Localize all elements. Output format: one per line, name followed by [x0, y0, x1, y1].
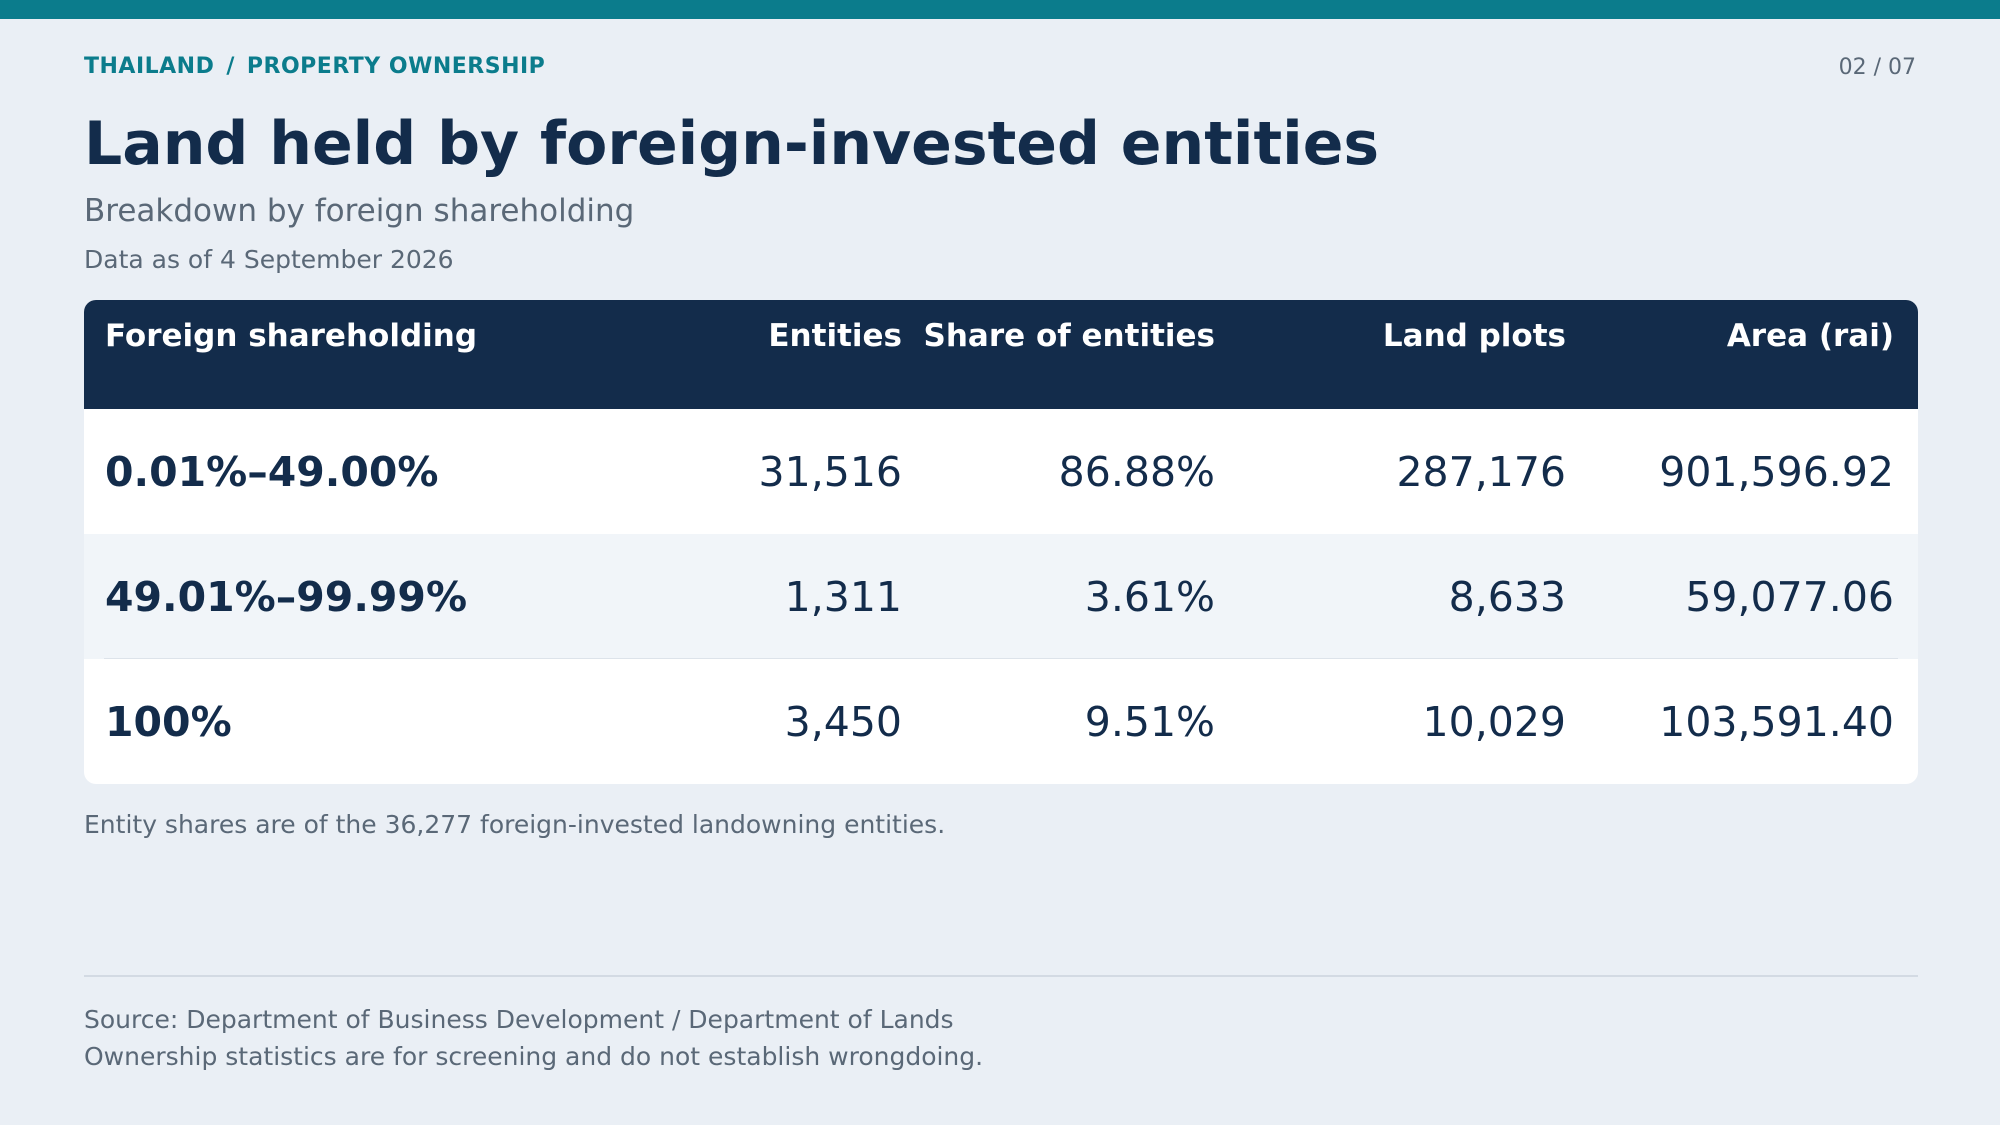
column-header-entities: Entities [768, 318, 902, 354]
data-date: Data as of 4 September 2026 [84, 245, 454, 274]
page-indicator: 02 / 07 [1838, 55, 1916, 80]
plots-cell: 8,633 [1448, 572, 1566, 621]
table-header-row: Foreign shareholding Entities Share of e… [84, 300, 1918, 409]
table-row: 0.01%–49.00% 31,516 86.88% 287,176 901,5… [84, 409, 1918, 534]
page-subtitle: Breakdown by foreign shareholding [84, 193, 635, 229]
row-label: 100% [105, 697, 232, 746]
source-line: Source: Department of Business Developme… [84, 1005, 954, 1034]
row-label: 49.01%–99.99% [105, 572, 468, 621]
table-note: Entity shares are of the 36,277 foreign-… [84, 810, 946, 839]
breadcrumb: THAILAND / PROPERTY OWNERSHIP [84, 54, 545, 79]
breadcrumb-item-topic: PROPERTY OWNERSHIP [246, 54, 546, 79]
table-row: 49.01%–99.99% 1,311 3.61% 8,633 59,077.0… [84, 534, 1918, 659]
top-accent-bar [0, 0, 2000, 19]
share-cell: 9.51% [1084, 697, 1215, 746]
breadcrumb-item-country: THAILAND [84, 54, 215, 79]
column-header-share-of-entities: Share of entities [923, 318, 1215, 354]
area-cell: 901,596.92 [1659, 447, 1894, 496]
plots-cell: 287,176 [1396, 447, 1566, 496]
page-title: Land held by foreign-invested entities [84, 109, 1380, 179]
area-cell: 103,591.40 [1659, 697, 1894, 746]
row-divider [104, 658, 1898, 659]
area-cell: 59,077.06 [1685, 572, 1894, 621]
column-header-area-rai: Area (rai) [1726, 318, 1894, 354]
column-header-land-plots: Land plots [1382, 318, 1566, 354]
row-label: 0.01%–49.00% [105, 447, 439, 496]
share-cell: 86.88% [1058, 447, 1215, 496]
ownership-table: Foreign shareholding Entities Share of e… [84, 300, 1918, 784]
disclaimer-line: Ownership statistics are for screening a… [84, 1042, 984, 1071]
footer-divider [84, 975, 1918, 977]
entities-cell: 31,516 [758, 447, 902, 496]
table-row: 100% 3,450 9.51% 10,029 103,591.40 [84, 659, 1918, 784]
plots-cell: 10,029 [1422, 697, 1566, 746]
footer-text: Source: Department of Business Developme… [84, 1001, 983, 1075]
column-header-foreign-shareholding: Foreign shareholding [105, 318, 478, 354]
entities-cell: 1,311 [784, 572, 902, 621]
share-cell: 3.61% [1084, 572, 1215, 621]
breadcrumb-separator: / [226, 54, 235, 79]
entities-cell: 3,450 [784, 697, 902, 746]
